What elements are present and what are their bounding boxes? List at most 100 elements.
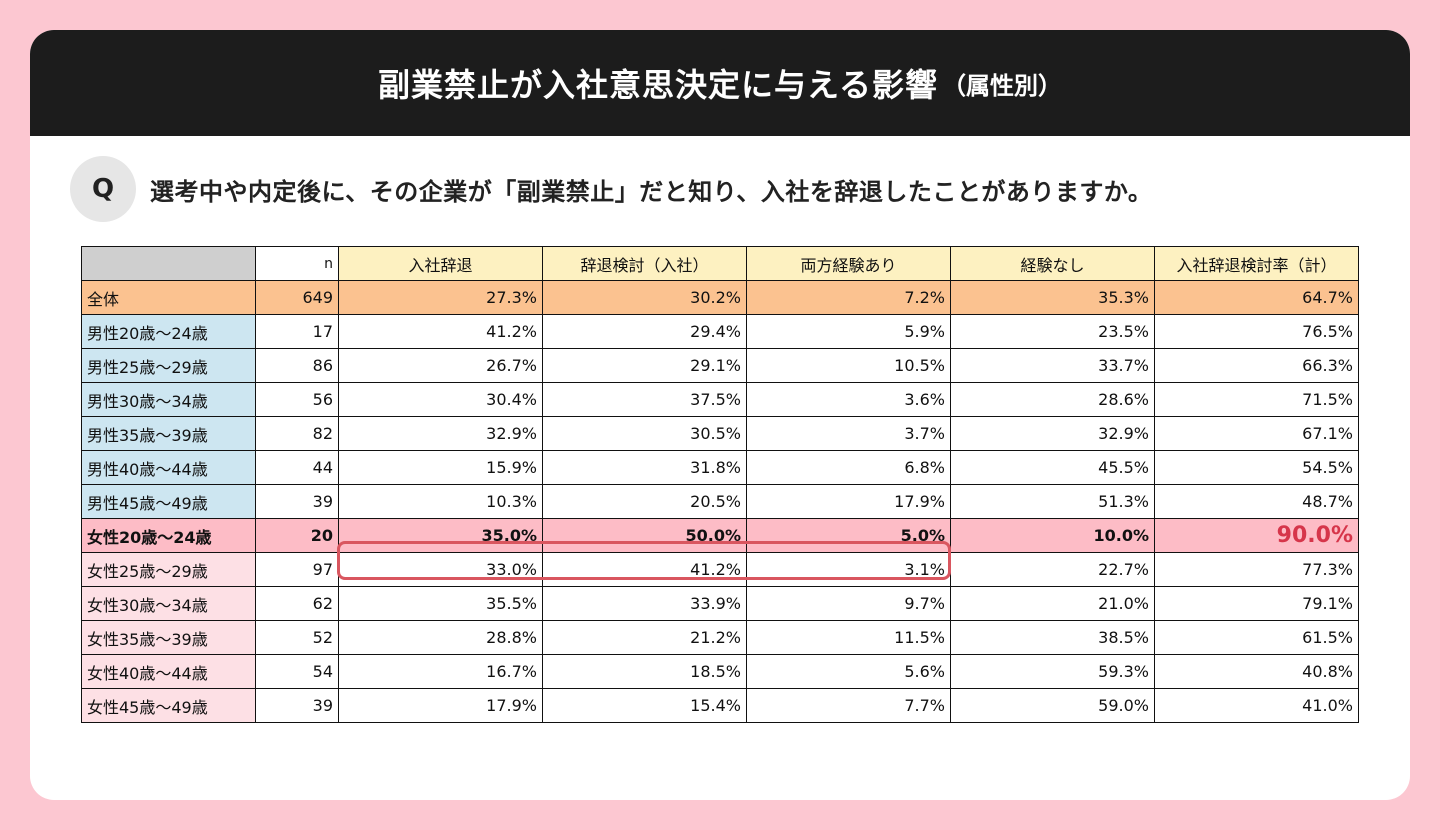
column-header-blank xyxy=(81,246,256,281)
table-row: 男性35歳～39歳 82 32.9% 30.5% 3.7% 32.9% 67.1% xyxy=(81,416,1359,451)
cell-value: 9.7% xyxy=(746,586,951,621)
row-label: 女性20歳～24歳 xyxy=(81,518,256,553)
question-badge: Q xyxy=(70,156,136,222)
table-row: 男性40歳～44歳 44 15.9% 31.8% 6.8% 45.5% 54.5% xyxy=(81,450,1359,485)
row-label: 女性30歳～34歳 xyxy=(81,586,256,621)
table-row: 女性40歳～44歳 54 16.7% 18.5% 5.6% 59.3% 40.8% xyxy=(81,654,1359,689)
row-n: 62 xyxy=(255,586,339,621)
table-row: 女性30歳～34歳 62 35.5% 33.9% 9.7% 21.0% 79.1% xyxy=(81,586,1359,621)
cell-value: 30.4% xyxy=(338,382,543,417)
row-n: 649 xyxy=(255,280,339,315)
cell-value: 3.6% xyxy=(746,382,951,417)
cell-value: 28.8% xyxy=(338,620,543,655)
cell-value: 61.5% xyxy=(1154,620,1359,655)
cell-value: 35.3% xyxy=(950,280,1155,315)
row-label: 男性20歳～24歳 xyxy=(81,314,256,349)
cell-value: 59.0% xyxy=(950,688,1155,723)
cell-value: 5.6% xyxy=(746,654,951,689)
row-n: 39 xyxy=(255,688,339,723)
column-header-n: n xyxy=(255,246,339,281)
table-body: 全体 649 27.3% 30.2% 7.2% 35.3% 64.7% 男性20歳～24歳 17… xyxy=(81,280,1359,723)
cell-value: 16.7% xyxy=(338,654,543,689)
cell-value: 32.9% xyxy=(950,416,1155,451)
question-text: 選考中や内定後に、その企業が「副業禁止」だと知り、入社を辞退したことがありますか… xyxy=(150,177,1153,206)
question: Q 選考中や内定後に、その企業が「副業禁止」だと知り、入社を辞退したことがありま… xyxy=(70,156,1152,222)
row-n: 20 xyxy=(255,518,339,553)
cell-value: 32.9% xyxy=(338,416,543,451)
row-label: 女性35歳～39歳 xyxy=(81,620,256,655)
cell-value: 35.5% xyxy=(338,586,543,621)
cell-value: 37.5% xyxy=(542,382,747,417)
page-title-sub: （属性別） xyxy=(942,71,1063,100)
cell-value: 41.2% xyxy=(542,552,747,587)
column-header-both: 両方経験あり xyxy=(746,246,951,281)
table-row: 女性25歳～29歳 97 33.0% 41.2% 3.1% 22.7% 77.3% xyxy=(81,552,1359,587)
cell-value: 33.7% xyxy=(950,348,1155,383)
cell-value: 17.9% xyxy=(338,688,543,723)
cell-value: 26.7% xyxy=(338,348,543,383)
row-n: 44 xyxy=(255,450,339,485)
table-row: 男性30歳～34歳 56 30.4% 37.5% 3.6% 28.6% 71.5% xyxy=(81,382,1359,417)
row-n: 54 xyxy=(255,654,339,689)
cell-value: 41.2% xyxy=(338,314,543,349)
row-n: 17 xyxy=(255,314,339,349)
page-title: 副業禁止が入社意思決定に与える影響 xyxy=(377,66,939,104)
cell-value: 33.9% xyxy=(542,586,747,621)
cell-value: 7.2% xyxy=(746,280,951,315)
cell-value: 30.2% xyxy=(542,280,747,315)
cell-value: 45.5% xyxy=(950,450,1155,485)
table-row: 男性45歳～49歳 39 10.3% 20.5% 17.9% 51.3% 48.7% xyxy=(81,484,1359,519)
row-label: 男性35歳～39歳 xyxy=(81,416,256,451)
cell-value: 35.0% xyxy=(338,518,543,553)
table-header-row: n 入社辞退 辞退検討（入社） 両方経験あり 経験なし 入社辞退検討率（計） xyxy=(81,246,1359,281)
cell-value: 15.9% xyxy=(338,450,543,485)
cell-value: 3.1% xyxy=(746,552,951,587)
cell-value: 40.8% xyxy=(1154,654,1359,689)
cell-value: 48.7% xyxy=(1154,484,1359,519)
cell-value: 29.4% xyxy=(542,314,747,349)
table-row: 男性20歳～24歳 17 41.2% 29.4% 5.9% 23.5% 76.5% xyxy=(81,314,1359,349)
column-header-none: 経験なし xyxy=(950,246,1155,281)
cell-value: 21.2% xyxy=(542,620,747,655)
cell-value: 54.5% xyxy=(1154,450,1359,485)
cell-value: 3.7% xyxy=(746,416,951,451)
cell-value: 33.0% xyxy=(338,552,543,587)
cell-value: 21.0% xyxy=(950,586,1155,621)
column-header-decline: 入社辞退 xyxy=(338,246,543,281)
row-n: 86 xyxy=(255,348,339,383)
row-label: 全体 xyxy=(81,280,256,315)
table-row: 女性45歳～49歳 39 17.9% 15.4% 7.7% 59.0% 41.0% xyxy=(81,688,1359,723)
cell-value: 15.4% xyxy=(542,688,747,723)
row-label: 女性40歳～44歳 xyxy=(81,654,256,689)
row-n: 97 xyxy=(255,552,339,587)
card: 副業禁止が入社意思決定に与える影響 （属性別） Q 選考中や内定後に、その企業が「… xyxy=(30,30,1410,800)
cell-value: 5.0% xyxy=(746,518,951,553)
cell-value: 6.8% xyxy=(746,450,951,485)
cell-value: 28.6% xyxy=(950,382,1155,417)
cell-value: 22.7% xyxy=(950,552,1155,587)
cell-value: 59.3% xyxy=(950,654,1155,689)
cell-value: 76.5% xyxy=(1154,314,1359,349)
cell-value: 10.3% xyxy=(338,484,543,519)
cell-value: 10.5% xyxy=(746,348,951,383)
cell-value: 5.9% xyxy=(746,314,951,349)
cell-value: 90.0% xyxy=(1154,518,1359,553)
cell-value: 51.3% xyxy=(950,484,1155,519)
cell-value: 27.3% xyxy=(338,280,543,315)
table-row: 男性25歳～29歳 86 26.7% 29.1% 10.5% 33.7% 66.3% xyxy=(81,348,1359,383)
row-label: 男性25歳～29歳 xyxy=(81,348,256,383)
row-label: 女性25歳～29歳 xyxy=(81,552,256,587)
table-row: 女性20歳～24歳 20 35.0% 50.0% 5.0% 10.0% 90.0% xyxy=(81,518,1359,553)
cell-value: 50.0% xyxy=(542,518,747,553)
cell-value: 66.3% xyxy=(1154,348,1359,383)
cell-value: 31.8% xyxy=(542,450,747,485)
cell-value: 30.5% xyxy=(542,416,747,451)
header-bar: 副業禁止が入社意思決定に与える影響 （属性別） xyxy=(30,30,1410,136)
cell-value: 77.3% xyxy=(1154,552,1359,587)
cell-value: 20.5% xyxy=(542,484,747,519)
row-n: 39 xyxy=(255,484,339,519)
row-label: 男性30歳～34歳 xyxy=(81,382,256,417)
cell-value: 7.7% xyxy=(746,688,951,723)
cell-value: 79.1% xyxy=(1154,586,1359,621)
cell-value: 23.5% xyxy=(950,314,1155,349)
